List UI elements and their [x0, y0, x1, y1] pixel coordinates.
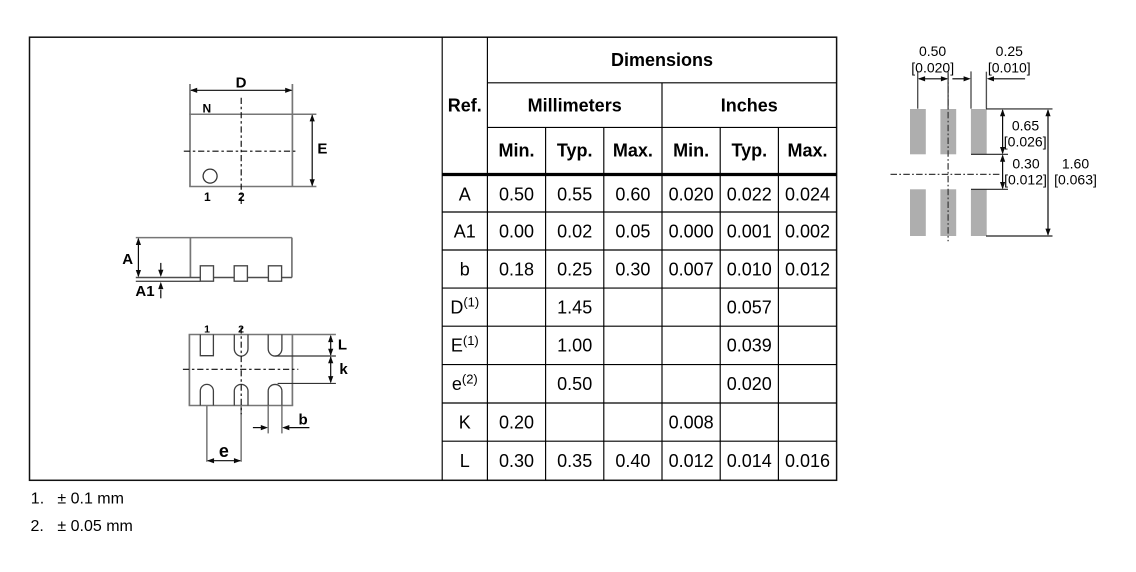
svg-text:b: b [460, 259, 470, 279]
svg-text:0.022: 0.022 [727, 184, 772, 204]
svg-text:0.001: 0.001 [727, 221, 772, 241]
svg-text:1.45: 1.45 [557, 297, 592, 317]
svg-text:0.016: 0.016 [785, 451, 830, 471]
svg-text:A1: A1 [454, 221, 476, 241]
svg-text:0.020: 0.020 [669, 184, 714, 204]
svg-text:0.30: 0.30 [1012, 155, 1039, 171]
svg-text:0.002: 0.002 [785, 221, 830, 241]
svg-text:e: e [219, 441, 229, 461]
svg-text:A: A [122, 251, 133, 268]
svg-text:Min.: Min. [499, 140, 535, 160]
svg-text:0.35: 0.35 [557, 451, 592, 471]
svg-text:1: 1 [204, 190, 211, 204]
svg-text:0.25: 0.25 [557, 259, 592, 279]
svg-text:Millimeters: Millimeters [528, 95, 622, 115]
svg-text:N: N [202, 101, 211, 115]
svg-text:± 0.05 mm: ± 0.05 mm [57, 518, 132, 535]
svg-text:2: 2 [238, 190, 245, 204]
svg-text:0.50: 0.50 [919, 43, 946, 59]
svg-text:[0.020]: [0.020] [911, 59, 954, 75]
svg-text:[0.063]: [0.063] [1054, 171, 1097, 187]
svg-text:L: L [338, 337, 347, 354]
svg-text:Typ.: Typ. [557, 140, 593, 160]
svg-text:0.012: 0.012 [785, 259, 830, 279]
svg-text:Max.: Max. [613, 140, 653, 160]
svg-text:0.02: 0.02 [557, 221, 592, 241]
svg-text:0.00: 0.00 [499, 221, 534, 241]
svg-text:k: k [339, 361, 348, 378]
svg-text:0.008: 0.008 [669, 412, 714, 432]
svg-text:1.60: 1.60 [1062, 155, 1089, 171]
svg-text:0.50: 0.50 [557, 374, 592, 394]
svg-text:0.65: 0.65 [1012, 118, 1039, 134]
svg-text:0.25: 0.25 [996, 43, 1023, 59]
svg-text:Max.: Max. [787, 140, 827, 160]
svg-text:1.: 1. [31, 491, 44, 508]
svg-text:D: D [236, 75, 247, 92]
svg-text:0.024: 0.024 [785, 184, 830, 204]
svg-text:0.057: 0.057 [727, 297, 772, 317]
svg-text:0.020: 0.020 [727, 374, 772, 394]
svg-text:A: A [459, 184, 471, 204]
svg-text:0.010: 0.010 [727, 259, 772, 279]
svg-text:0.012: 0.012 [669, 451, 714, 471]
svg-text:b: b [299, 412, 308, 429]
svg-text:2.: 2. [31, 518, 44, 535]
svg-text:0.18: 0.18 [499, 259, 534, 279]
svg-text:[0.012]: [0.012] [1004, 171, 1047, 187]
svg-text:E: E [317, 140, 327, 157]
svg-text:[0.026]: [0.026] [1004, 134, 1047, 150]
svg-text:L: L [460, 451, 470, 471]
svg-text:A1: A1 [135, 283, 154, 300]
svg-text:0.000: 0.000 [669, 221, 714, 241]
svg-text:0.60: 0.60 [615, 184, 650, 204]
svg-text:Typ.: Typ. [731, 140, 767, 160]
svg-text:Dimensions: Dimensions [611, 50, 713, 70]
svg-text:K: K [459, 412, 471, 432]
svg-text:0.30: 0.30 [615, 259, 650, 279]
svg-text:0.40: 0.40 [615, 451, 650, 471]
svg-text:0.039: 0.039 [727, 336, 772, 356]
svg-text:0.20: 0.20 [499, 412, 534, 432]
svg-text:Ref.: Ref. [448, 95, 482, 115]
svg-text:0.55: 0.55 [557, 184, 592, 204]
svg-text:[0.010]: [0.010] [988, 59, 1031, 75]
svg-text:0.50: 0.50 [499, 184, 534, 204]
svg-text:1: 1 [204, 324, 210, 336]
svg-text:0.05: 0.05 [615, 221, 650, 241]
svg-text:0.014: 0.014 [727, 451, 772, 471]
svg-text:1.00: 1.00 [557, 336, 592, 356]
svg-text:0.30: 0.30 [499, 451, 534, 471]
svg-text:Inches: Inches [721, 95, 778, 115]
svg-text:± 0.1 mm: ± 0.1 mm [57, 491, 124, 508]
svg-text:0.007: 0.007 [669, 259, 714, 279]
svg-text:2: 2 [238, 324, 244, 336]
svg-text:Min.: Min. [673, 140, 709, 160]
